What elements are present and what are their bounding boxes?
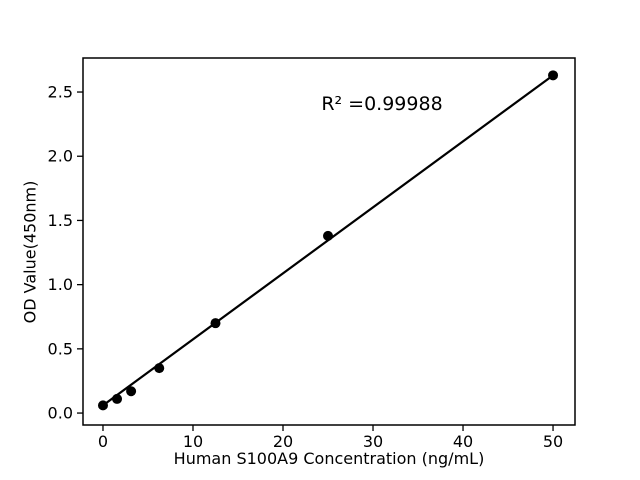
data-point (126, 386, 137, 397)
data-point (97, 400, 108, 411)
data-point (548, 70, 559, 81)
x-tick-label: 20 (273, 432, 293, 451)
x-tick-label: 10 (183, 432, 203, 451)
x-axis-label: Human S100A9 Concentration (ng/mL) (174, 449, 485, 468)
data-point (323, 230, 334, 241)
data-point (112, 393, 123, 404)
y-tick-label: 2.5 (48, 83, 73, 102)
y-tick-label: 2.0 (48, 147, 73, 166)
x-axis-ticks: 0 10 20 30 40 50 (98, 425, 563, 451)
y-tick-label: 1.5 (48, 211, 73, 230)
data-points-layer (97, 70, 559, 411)
x-tick-label: 30 (363, 432, 383, 451)
y-axis-label: OD Value(450nm) (21, 181, 40, 324)
y-tick-label: 0.5 (48, 339, 73, 358)
data-point (154, 363, 165, 374)
y-tick-label: 1.0 (48, 275, 73, 294)
r-squared-annotation: R² =0.99988 (321, 93, 442, 115)
y-axis-ticks: 0.0 0.5 1.0 1.5 2.0 2.5 (48, 83, 83, 423)
x-tick-label: 40 (453, 432, 473, 451)
plot-area-border (82, 57, 576, 426)
x-tick-label: 0 (98, 432, 108, 451)
data-point (210, 318, 221, 329)
x-tick-label: 50 (543, 432, 563, 451)
y-tick-label: 0.0 (48, 404, 73, 423)
